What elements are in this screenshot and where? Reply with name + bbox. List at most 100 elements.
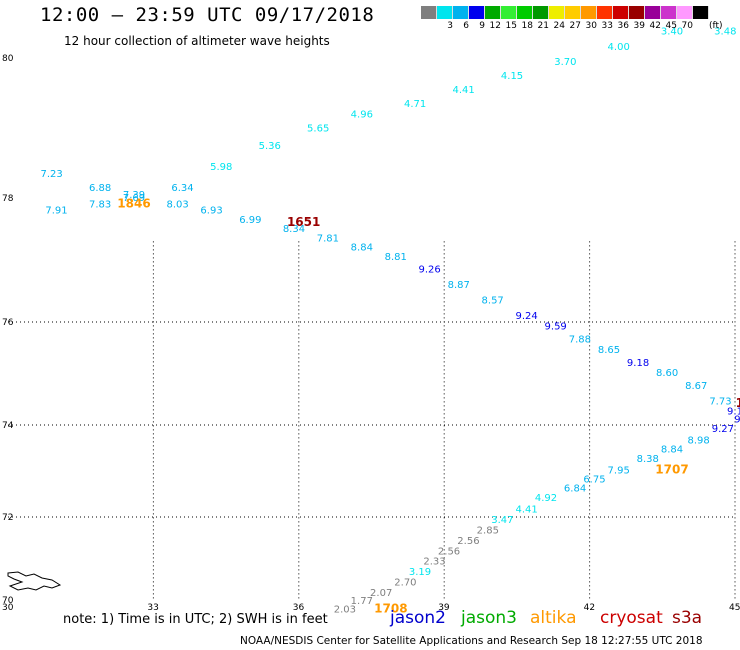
color-swatch	[629, 6, 645, 19]
color-swatch	[581, 6, 597, 19]
pass-time: 1651	[287, 215, 320, 229]
swh-value: 4.15	[501, 71, 523, 82]
swh-value: 8.34	[283, 224, 305, 235]
lon-tick-label: 30	[2, 603, 14, 613]
swh-value: 4.41	[452, 85, 474, 96]
swh-value: 2.56	[438, 546, 460, 557]
swh-value: 7.81	[317, 233, 339, 244]
swh-value: 9.18	[627, 358, 649, 369]
swh-value: 8.60	[656, 368, 678, 379]
color-swatch	[437, 6, 453, 19]
color-swatch	[565, 6, 581, 19]
color-scale-tick: 3	[447, 21, 453, 31]
swh-value: 7.88	[569, 335, 591, 346]
color-swatch	[693, 6, 709, 19]
swh-value: 5.98	[210, 162, 232, 173]
color-scale-tick: 30	[585, 21, 597, 31]
lon-tick-label: 39	[438, 603, 450, 613]
satellite-label-jason3: jason3	[461, 608, 517, 628]
color-scale-tick: 6	[463, 21, 469, 31]
color-swatch	[661, 6, 677, 19]
color-scale-labels: 3 6 9 12 15 18 21 24 27 30 33 36 39 42 45 70	[421, 21, 709, 31]
swh-value: 2.03	[334, 604, 356, 615]
swh-value: 8.57	[482, 295, 504, 306]
swh-value: 8.67	[685, 381, 707, 392]
lon-tick-label: 36	[293, 603, 305, 613]
color-swatch	[533, 6, 549, 19]
swh-value: 6.34	[171, 183, 193, 194]
pass-time-labels: 1846 1651 1707 1708 1	[117, 196, 740, 615]
color-swatch	[485, 6, 501, 19]
swh-value: 5.65	[307, 124, 329, 135]
color-scale-tick: 15	[505, 21, 517, 31]
swh-value: 9.27	[712, 424, 734, 435]
color-swatch	[517, 6, 533, 19]
color-scale-swatches	[421, 6, 709, 19]
color-swatch	[421, 6, 437, 19]
color-scale-tick: 18	[521, 21, 533, 31]
color-scale-tick: 39	[633, 21, 645, 31]
color-scale-tick: 21	[537, 21, 549, 31]
color-swatch	[597, 6, 613, 19]
swh-value: 7.39	[123, 190, 145, 201]
color-swatch	[501, 6, 517, 19]
map-title: 12:00 — 23:59 UTC 09/17/2018	[40, 4, 375, 26]
swh-value: 9.26	[419, 264, 441, 275]
swh-value: 6.93	[200, 206, 222, 217]
swh-value: 4.41	[515, 504, 537, 515]
swh-value: 1.77	[351, 596, 373, 607]
lat-tick-label: 80	[2, 54, 14, 64]
swh-value: 6.88	[89, 183, 111, 194]
color-scale-tick	[421, 21, 437, 31]
swh-value: 9.24	[515, 311, 537, 322]
color-scale-tick: 9	[479, 21, 485, 31]
color-swatch	[645, 6, 661, 19]
lat-tick-label: 74	[2, 421, 14, 431]
swh-value: 7.95	[608, 465, 630, 476]
color-swatch	[469, 6, 485, 19]
lon-tick-label: 45	[729, 603, 740, 613]
swh-value: 8.84	[351, 243, 373, 254]
swh-value: 2.70	[394, 577, 416, 588]
lat-tick-label: 70	[2, 596, 14, 606]
swh-value: 6.99	[239, 215, 261, 226]
swh-value: 7.83	[89, 199, 111, 210]
satellite-label-s3a: s3a	[672, 608, 703, 628]
swh-value: 8.65	[598, 345, 620, 356]
pass-time: 1846	[117, 196, 150, 210]
swh-value: 4.00	[608, 42, 630, 53]
color-scale-unit: (ft)	[709, 21, 723, 31]
color-swatch	[677, 6, 693, 19]
satellite-label-altika: altika	[530, 608, 577, 628]
coastline-icon	[7, 571, 62, 591]
satellite-label-jason2: jason2	[390, 608, 446, 628]
swh-value: 7.73	[709, 396, 731, 407]
swh-value: 3.48	[714, 27, 736, 38]
swh-value: 3.40	[661, 27, 683, 38]
swh-value: 8.84	[661, 445, 683, 456]
pass-time: 1708	[374, 601, 407, 615]
color-swatch	[613, 6, 629, 19]
color-scale-tick: 12	[489, 21, 501, 31]
swh-value: 2.85	[477, 526, 499, 537]
swh-value: 8.98	[688, 435, 710, 446]
color-scale-tick: 36	[617, 21, 629, 31]
color-swatch	[549, 6, 565, 19]
credit-line: NOAA/NESDIS Center for Satellite Applica…	[240, 635, 703, 647]
lat-tick-label: 76	[2, 318, 14, 328]
lon-tick-label: 33	[147, 603, 158, 613]
pass-time: 1707	[655, 462, 688, 476]
swh-value: 8.03	[167, 199, 189, 210]
color-scale-tick: 27	[569, 21, 581, 31]
color-scale-tick	[693, 21, 709, 31]
color-scale-tick: 45	[665, 21, 677, 31]
swh-value: 6.75	[583, 475, 605, 486]
swh-value: 7.23	[40, 169, 62, 180]
swh-value: 2.56	[457, 536, 479, 547]
swh-value: 4.71	[404, 99, 426, 110]
color-swatch	[453, 6, 469, 19]
swh-value: 9.1	[727, 407, 740, 418]
color-scale-legend: 3 6 9 12 15 18 21 24 27 30 33 36 39 42 45 70 (ft)	[421, 6, 723, 36]
footnote: note: 1) Time is in UTC; 2) SWH is in fe…	[63, 612, 328, 627]
